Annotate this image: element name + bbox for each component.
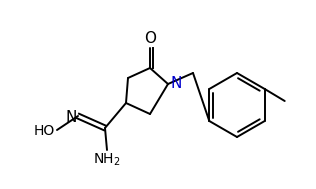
Text: N: N — [66, 109, 77, 125]
Text: N: N — [171, 77, 182, 91]
Text: O: O — [144, 31, 156, 46]
Text: NH$_2$: NH$_2$ — [93, 152, 121, 168]
Text: HO: HO — [34, 124, 55, 138]
